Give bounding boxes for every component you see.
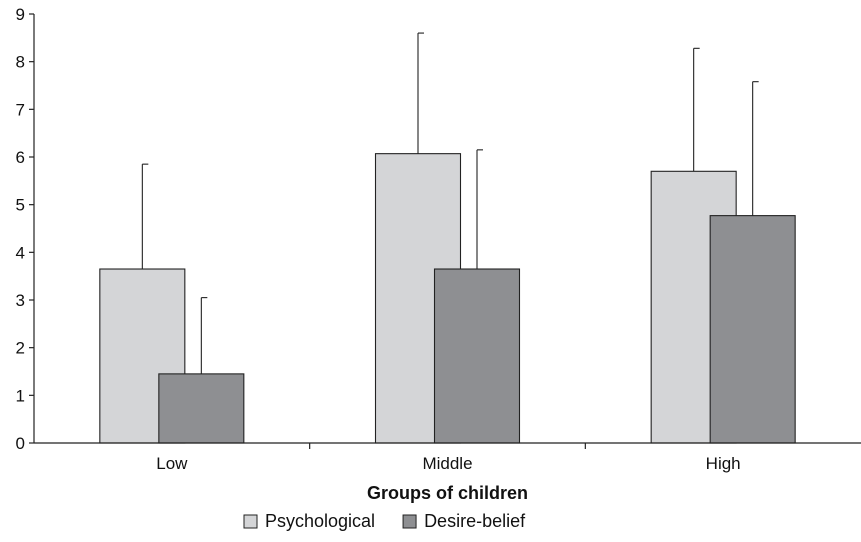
x-tick-label: High [706,454,741,473]
bars [99,32,796,444]
bar-desire-belief-middle [433,268,521,444]
bar-desire-belief-low [158,373,245,444]
y-tick-label: 7 [16,100,25,119]
legend-swatch-psychological [243,514,258,529]
y-tick-label: 0 [16,434,25,453]
y-tick-label: 5 [16,196,25,215]
y-tick-label: 1 [16,386,25,405]
x-axis: Low Middle High [34,442,861,473]
x-tick-label: Low [156,454,188,473]
legend-label: Psychological [265,511,375,531]
y-axis: 0 1 2 3 4 5 6 7 8 9 [16,5,35,453]
y-tick-label: 6 [16,148,25,167]
legend-swatch-desire-belief [402,514,417,529]
y-tick-label: 3 [16,291,25,310]
y-tick-label: 8 [16,53,25,72]
legend-label: Desire-belief [424,511,526,531]
legend: Psychological Desire-belief [243,511,526,531]
y-tick-label: 4 [16,243,25,262]
bar-desire-belief-high [709,215,796,444]
x-tick-label: Middle [422,454,472,473]
y-tick-label: 9 [16,5,25,24]
y-tick-label: 2 [16,339,25,358]
x-axis-title: Groups of children [367,483,528,503]
